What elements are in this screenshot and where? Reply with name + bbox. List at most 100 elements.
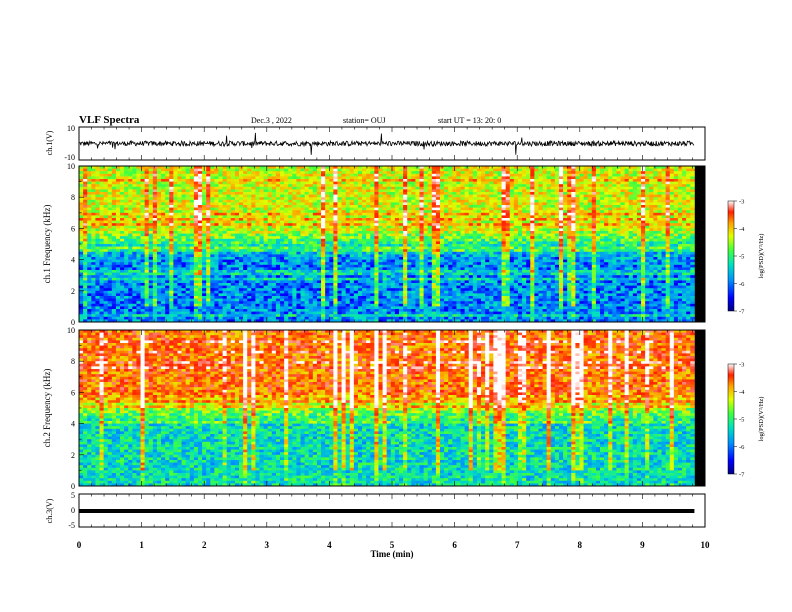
- spectrogram-cell: [83, 225, 88, 229]
- spectrogram-cell: [189, 173, 195, 177]
- spectrogram-cell: [407, 166, 412, 169]
- spectrogram-cell: [378, 184, 383, 188]
- spectrogram-cell: [271, 246, 277, 250]
- spectrogram-cell: [653, 171, 658, 175]
- spectrogram-cell: [292, 197, 297, 201]
- spectrogram-cell: [111, 212, 117, 216]
- spectrogram-cell: [522, 192, 527, 195]
- spectrogram-cell: [448, 220, 453, 224]
- spectrogram-cell: [398, 202, 404, 206]
- spectrogram-cell: [189, 194, 195, 198]
- spectrogram-cell: [645, 228, 650, 232]
- spectrogram-cell: [534, 225, 539, 229]
- spectrogram-cell: [226, 228, 232, 232]
- spectrogram-cell: [587, 246, 593, 250]
- spectrogram-cell: [234, 166, 240, 169]
- spectrogram-cell: [686, 205, 691, 208]
- spectrogram-cell: [419, 223, 424, 227]
- spectrogram-cell: [87, 215, 92, 219]
- spectrogram-cell: [243, 205, 248, 208]
- spectrogram-cell: [210, 210, 215, 214]
- spectrogram-cell: [497, 194, 502, 198]
- spectrogram-cell: [476, 171, 482, 175]
- spectrogram-cell: [185, 236, 191, 240]
- spectrogram-cell: [534, 223, 539, 227]
- spectrogram-cell: [136, 220, 141, 224]
- spectrogram-cell: [509, 210, 515, 214]
- spectrogram-cell: [604, 246, 609, 250]
- spectrogram-cell: [251, 197, 256, 201]
- spectrogram-cell: [349, 215, 355, 219]
- spectrogram-cell: [165, 244, 170, 247]
- spectrogram-cell: [177, 189, 182, 193]
- spectrogram-cell: [628, 238, 634, 242]
- spectrogram-cell: [456, 202, 461, 206]
- spectrogram-cell: [604, 228, 609, 232]
- spectrogram-cell: [193, 197, 199, 201]
- spectrogram-cell: [591, 231, 597, 234]
- spectrogram-cell: [370, 199, 375, 203]
- spectrogram-cell: [296, 197, 301, 201]
- spectrogram-cell: [472, 173, 478, 177]
- spectrogram-cell: [271, 249, 277, 253]
- spectrogram-cell: [616, 168, 621, 172]
- spectrogram-cell: [641, 238, 646, 242]
- spectrogram-cell: [682, 205, 687, 208]
- spectrogram-cell: [407, 171, 412, 175]
- spectrogram-cell: [632, 202, 638, 206]
- spectrogram-cell: [99, 166, 105, 169]
- spectrogram-cell: [345, 228, 351, 232]
- spectrogram-cell: [636, 197, 642, 201]
- spectrogram-cell: [649, 231, 654, 234]
- spectrogram-cell: [448, 233, 453, 237]
- spectrogram-cell: [624, 225, 630, 229]
- spectrogram-cell: [218, 202, 223, 206]
- spectrogram-cell: [435, 241, 441, 245]
- spectrogram-cell: [571, 215, 576, 219]
- spectrogram-cell: [661, 246, 667, 250]
- spectrogram-cell: [645, 231, 650, 234]
- spectrogram-cell: [230, 228, 236, 232]
- spectrogram-cell: [353, 189, 359, 193]
- spectrogram-cell: [284, 218, 289, 221]
- spectrogram-cell: [243, 225, 248, 229]
- spectrogram-cell: [243, 173, 248, 177]
- spectrogram-cell: [407, 233, 412, 237]
- spectrogram-cell: [115, 231, 121, 234]
- spectrogram-cell: [259, 244, 265, 247]
- spectrogram-cell: [653, 205, 658, 208]
- spectrogram-cell: [641, 202, 646, 206]
- spectrogram-cell: [686, 246, 691, 250]
- spectrogram-cell: [448, 212, 453, 216]
- spectrogram-cell: [243, 228, 248, 232]
- spectrogram-cell: [600, 199, 605, 203]
- spectrogram-cell: [386, 220, 392, 224]
- spectrogram-cell: [415, 184, 420, 188]
- spectrogram-cell: [79, 210, 84, 214]
- spectrogram-cell: [394, 197, 400, 201]
- spectrogram-cell: [591, 218, 597, 221]
- spectrogram-cell: [563, 241, 568, 245]
- spectrogram-cell: [563, 215, 568, 219]
- spectrogram-cell: [513, 231, 519, 234]
- spectrogram-cell: [513, 241, 519, 245]
- spectrogram-cell: [571, 212, 576, 216]
- spectrogram-cell: [620, 231, 626, 234]
- spectrogram-cell: [321, 186, 326, 190]
- spectrogram-cell: [316, 176, 322, 180]
- spectrogram-cell: [87, 181, 92, 185]
- spectrogram-cell: [288, 197, 293, 201]
- spectrogram-cell: [403, 244, 408, 247]
- spectrogram-cell: [193, 194, 199, 198]
- spectrogram-cell: [567, 199, 572, 203]
- spectrogram-cell: [587, 236, 593, 240]
- spectrogram-cell: [173, 210, 178, 214]
- spectrogram-cell: [485, 205, 490, 208]
- spectrogram-cell: [563, 228, 568, 232]
- spectrogram-cell: [505, 215, 511, 219]
- spectrogram-cell: [419, 205, 424, 208]
- spectrogram-cell: [690, 197, 695, 201]
- spectrogram-cell: [501, 194, 507, 198]
- spectrogram-cell: [148, 210, 154, 214]
- spectrogram-cell: [587, 223, 593, 227]
